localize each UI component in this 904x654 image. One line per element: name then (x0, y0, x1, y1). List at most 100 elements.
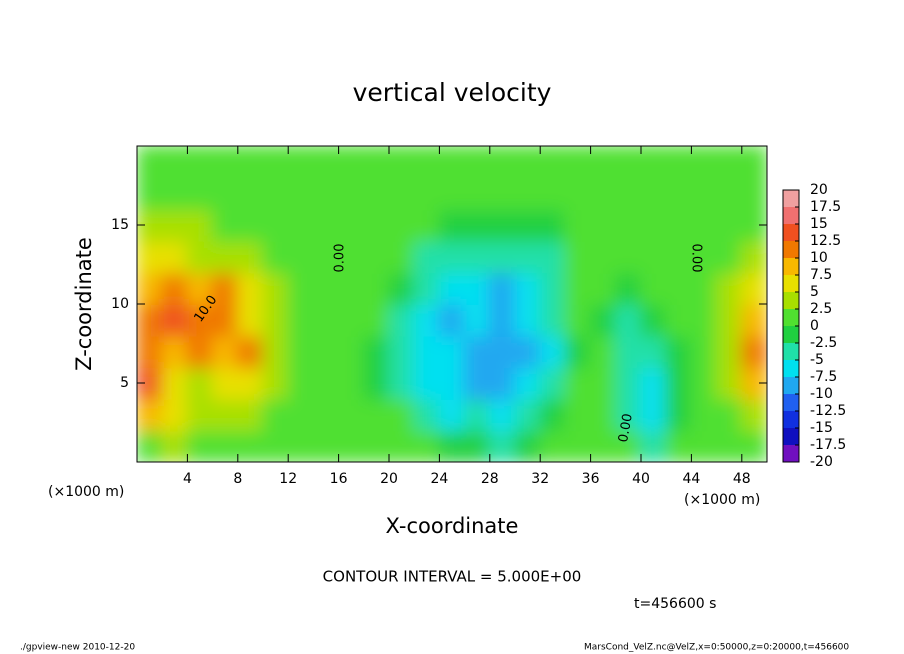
field-cell (690, 429, 718, 462)
field-cell (614, 176, 642, 211)
field-cell (514, 397, 542, 432)
footer-right: MarsCond_VelZ.nc@VelZ,x=0:50000,z=0:2000… (584, 643, 849, 653)
colorbar-label: 5 (810, 284, 819, 300)
field-cell (211, 429, 239, 462)
field-cell (665, 334, 693, 369)
field-cell (186, 303, 214, 337)
field-cell (337, 303, 365, 337)
field-cell (640, 271, 668, 305)
colorbar-band (783, 394, 799, 411)
field-cell (137, 334, 164, 369)
field-cell (337, 146, 365, 179)
field-cell (211, 176, 239, 211)
field-cell (715, 366, 743, 400)
field-cell (186, 239, 214, 274)
field-cell (413, 397, 441, 432)
field-cell (388, 176, 416, 211)
field-cell (665, 397, 693, 432)
field-cell (211, 366, 239, 400)
field-cell (362, 271, 390, 305)
field-cell (715, 208, 743, 242)
field-cell (161, 397, 189, 432)
field-cell (262, 429, 290, 462)
x-tick-label: 40 (632, 471, 650, 487)
field-cell (236, 146, 264, 179)
field-cell (740, 239, 767, 274)
field-cell (514, 366, 542, 400)
colorbar-band (783, 309, 799, 326)
field-cell (438, 397, 466, 432)
field-cell (463, 146, 491, 179)
x-tick-label: 8 (233, 471, 242, 487)
field-cell (211, 303, 239, 337)
field-cell (614, 429, 642, 462)
colorbar-label: -7.5 (810, 369, 837, 385)
field-cell (312, 334, 340, 369)
field-cell (438, 208, 466, 242)
field-cell (589, 176, 617, 211)
field-cell (539, 146, 567, 179)
field-cell (539, 239, 567, 274)
x-tick-label: 28 (481, 471, 499, 487)
contour-label: 0.00 (616, 412, 636, 443)
field-cell (463, 334, 491, 369)
field-cell (413, 208, 441, 242)
colorbar-band (783, 411, 799, 428)
field-cell (413, 176, 441, 211)
field-cell (186, 208, 214, 242)
field-cell (690, 239, 718, 274)
field-cell (514, 146, 542, 179)
field-cell (715, 239, 743, 274)
field-cell (262, 397, 290, 432)
field-cell (211, 271, 239, 305)
field-cell (614, 146, 642, 179)
field-cell (236, 239, 264, 274)
footer-left: ./gpview-new 2010-12-20 (20, 643, 135, 653)
field-cell (137, 146, 164, 179)
field-cell (236, 366, 264, 400)
field-cell (161, 239, 189, 274)
field-cell (236, 176, 264, 211)
field-cell (564, 271, 592, 305)
field-cell (715, 303, 743, 337)
x-unit: (×1000 m) (684, 492, 760, 508)
field-cell (236, 397, 264, 432)
field-cell (640, 397, 668, 432)
field-cell (690, 366, 718, 400)
field-cell (463, 208, 491, 242)
field-cell (640, 303, 668, 337)
field-cell (539, 429, 567, 462)
field-cell (312, 366, 340, 400)
field-cell (690, 303, 718, 337)
field-cell (690, 334, 718, 369)
field-cell (262, 176, 290, 211)
field-cell (463, 366, 491, 400)
field-cell (665, 176, 693, 211)
x-axis-label: X-coordinate (386, 514, 519, 538)
field-cell (564, 334, 592, 369)
field-cell (337, 239, 365, 274)
field-cell (640, 366, 668, 400)
colorbar-label: -10 (810, 386, 833, 402)
y-axis-label: Z-coordinate (72, 237, 96, 371)
field-cell (564, 429, 592, 462)
field-cell (463, 271, 491, 305)
field-cell (589, 303, 617, 337)
colorbar-band (783, 190, 799, 207)
field-cell (211, 146, 239, 179)
colorbar-band (783, 377, 799, 394)
field-cell (715, 176, 743, 211)
field-cell (514, 239, 542, 274)
x-tick-label: 44 (682, 471, 700, 487)
field-cell (388, 208, 416, 242)
field-cell (640, 334, 668, 369)
field-cell (287, 239, 315, 274)
y-tick-label: 10 (111, 296, 129, 312)
colorbar-band (783, 343, 799, 360)
field-cell (211, 397, 239, 432)
field-cell (463, 303, 491, 337)
field-cell (236, 271, 264, 305)
colorbar-label: -5 (810, 352, 824, 368)
colorbar-band (783, 360, 799, 377)
